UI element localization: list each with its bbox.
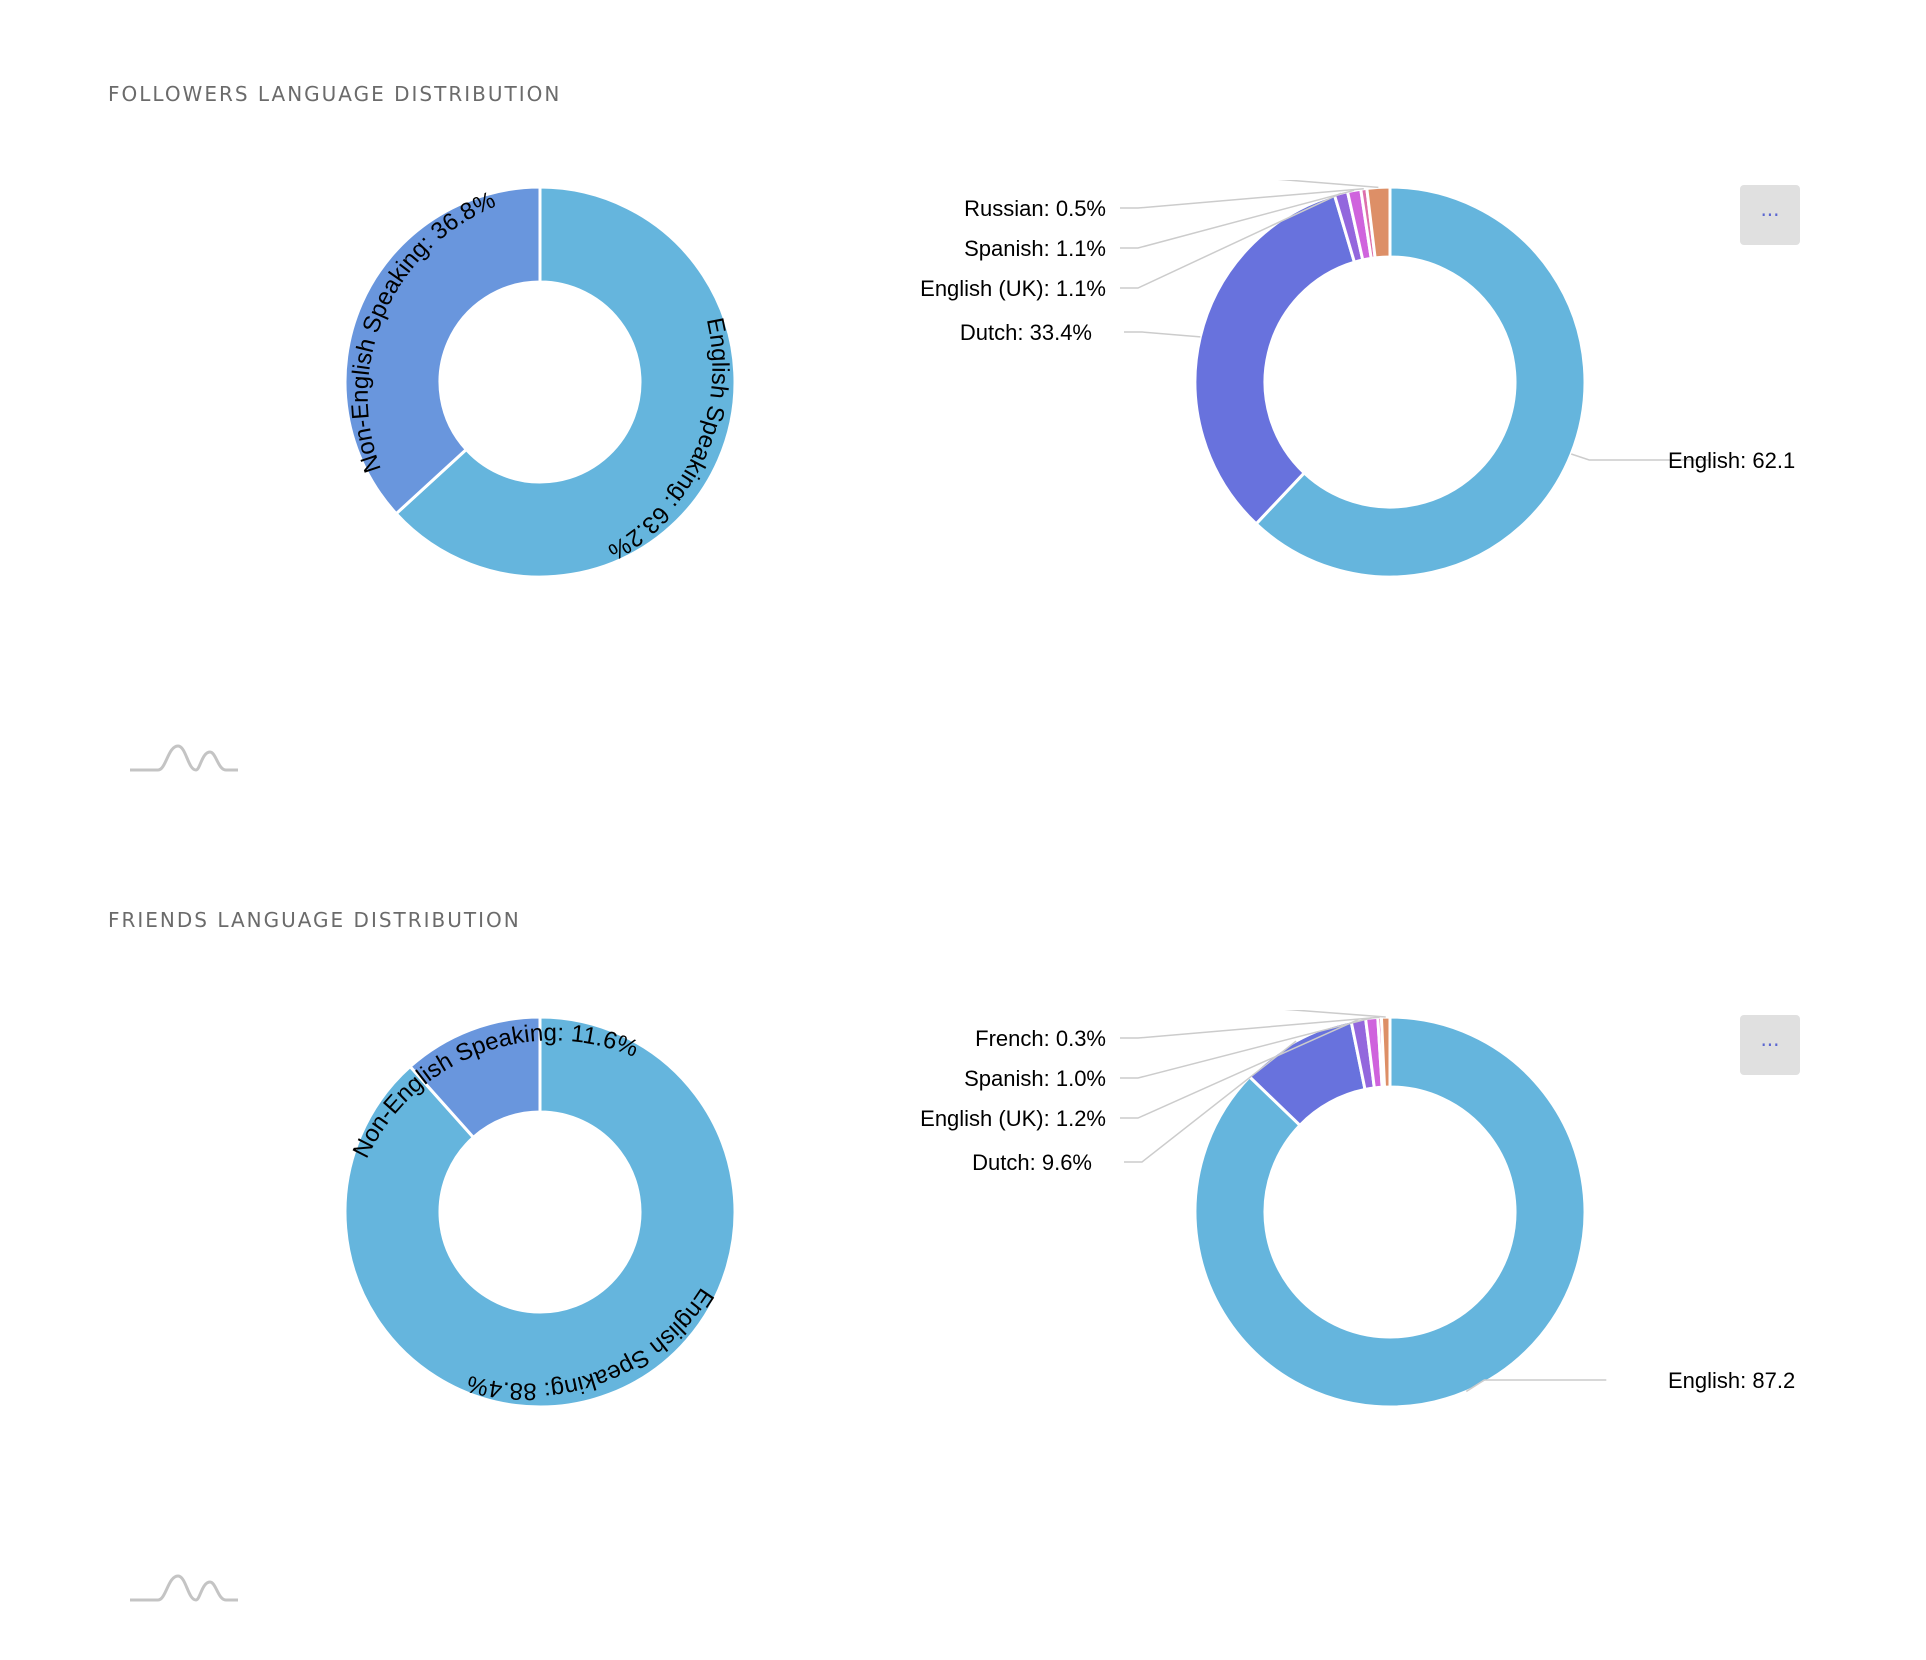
- donut1-leader-other: [1277, 180, 1379, 189]
- donut0-slice-non-english-speaking[interactable]: [343, 185, 542, 516]
- mountain-logo-icon: [130, 1574, 238, 1602]
- donut1-label-russian: Russian: 0.5%: [964, 196, 1106, 221]
- donut3-label-english-uk: English (UK): 1.2%: [920, 1106, 1106, 1131]
- mountain-logo-icon: [130, 744, 238, 772]
- donut3-leader-spanish: [1120, 1017, 1372, 1079]
- donut1-label-other: Other: 1.9%: [989, 180, 1106, 181]
- donut1-slice-dutch[interactable]: [1193, 193, 1357, 526]
- followers-section-title: FOLLOWERS LANGUAGE DISTRIBUTION: [108, 82, 562, 106]
- donut3-slice-english[interactable]: [1193, 1015, 1587, 1409]
- donut2-slice-non-english-speaking[interactable]: [408, 1015, 542, 1140]
- donut1-leader-russian: [1120, 188, 1364, 209]
- friends-chart-menu-button[interactable]: ···: [1740, 1015, 1800, 1075]
- donut1-label-dutch: Dutch: 33.4%: [960, 320, 1092, 345]
- donut3-label-other: Other: 0.7%: [989, 1010, 1106, 1011]
- donut1-label-english-uk: English (UK): 1.1%: [920, 276, 1106, 301]
- donut3-slice-other[interactable]: [1379, 1015, 1392, 1089]
- donut2-slice-english-speaking[interactable]: [343, 1015, 737, 1409]
- donut3-leader-french: [1120, 1016, 1380, 1039]
- donut0-slice-english-speaking[interactable]: [394, 185, 737, 579]
- donut1-label-spanish: Spanish: 1.1%: [964, 236, 1106, 261]
- followers-chart-menu-button[interactable]: ···: [1740, 185, 1800, 245]
- donut3-label-spanish: Spanish: 1.0%: [964, 1066, 1106, 1091]
- donut3-leader-english: [1465, 1379, 1607, 1393]
- friends-section-title: FRIENDS LANGUAGE DISTRIBUTION: [108, 908, 521, 932]
- donut1-leader-dutch: [1124, 331, 1201, 338]
- ellipsis-icon: ···: [1760, 1033, 1780, 1057]
- donut1-slice-english[interactable]: [1254, 185, 1587, 579]
- followers-speaking-donut-chart: English Speaking: 63.2%Non-English Speak…: [343, 185, 737, 579]
- donut3-leader-english-uk: [1120, 1018, 1359, 1119]
- donut1-leader-english-uk: [1120, 192, 1342, 289]
- friends-speaking-donut-chart: English Speaking: 88.4%Non-English Speak…: [343, 1015, 737, 1409]
- donut1-leader-spanish: [1120, 189, 1355, 249]
- donut3-label-english: English: 87.2: [1668, 1368, 1795, 1393]
- donut1-label-english: English: 62.1: [1668, 448, 1795, 473]
- donut3-leader-dutch: [1124, 1040, 1297, 1163]
- donut3-label-dutch: Dutch: 9.6%: [972, 1150, 1092, 1175]
- donut3-leader-other: [1284, 1010, 1386, 1018]
- friends-language-donut-chart: Other: 0.7% French: 0.3% Spanish: 1.0% Engl…: [920, 1010, 1795, 1409]
- donut1-leader-english: [1570, 453, 1712, 461]
- ellipsis-icon: ···: [1760, 203, 1780, 227]
- donut3-label-french: French: 0.3%: [975, 1026, 1106, 1051]
- followers-language-donut-chart: Other: 1.9% Russian: 0.5% Spanish: 1.1% Eng…: [920, 180, 1795, 579]
